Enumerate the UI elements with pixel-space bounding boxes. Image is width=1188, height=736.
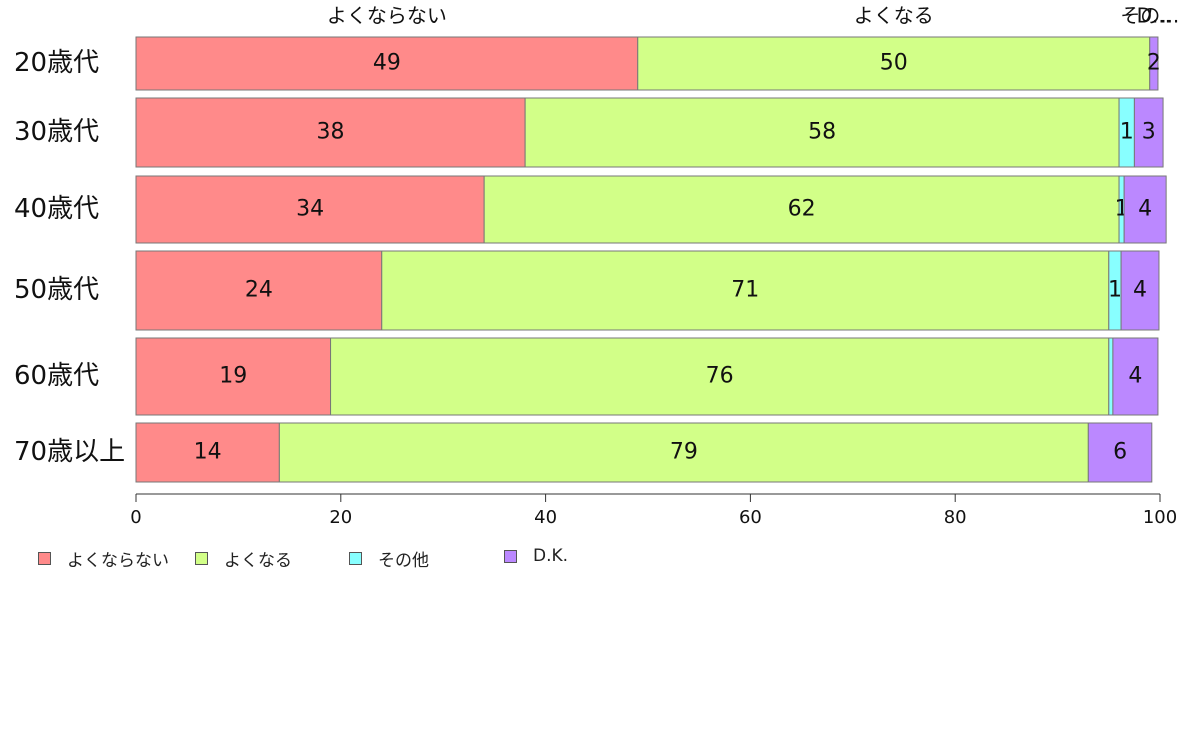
data-label-3-3: 4 bbox=[1133, 278, 1147, 303]
data-label-0-3: 2 bbox=[1147, 51, 1161, 76]
data-label-3-1: 71 bbox=[731, 278, 759, 303]
bar-segment-5-1 bbox=[278, 422, 1089, 483]
data-label-1-0: 38 bbox=[317, 120, 345, 145]
data-label-4-0: 19 bbox=[219, 364, 247, 389]
x-tick-label-4: 80 bbox=[944, 507, 967, 528]
category-label-5: 70歳以上 bbox=[14, 437, 125, 467]
legend-label-sonota: その他 bbox=[378, 551, 429, 571]
legend-item-yokunaranai: よくならない bbox=[38, 546, 169, 571]
category-label-3: 50歳代 bbox=[14, 275, 99, 305]
legend-label-dk: D.K. bbox=[533, 546, 569, 566]
legend-item-dk: D.K. bbox=[504, 546, 568, 566]
data-label-1-3: 3 bbox=[1142, 120, 1156, 145]
data-label-3-2: 1 bbox=[1108, 278, 1122, 303]
bar-segment-3-0 bbox=[135, 250, 383, 331]
bar-segment-0-3 bbox=[1149, 36, 1159, 91]
bar-segment-4-1 bbox=[330, 337, 1110, 416]
bar-segment-2-3 bbox=[1123, 175, 1167, 244]
bar-segment-5-3 bbox=[1087, 422, 1153, 483]
bar-segment-2-0 bbox=[135, 175, 485, 244]
bar-segment-4-2 bbox=[1108, 337, 1114, 416]
data-label-2-1: 62 bbox=[788, 197, 816, 222]
top-label-3: D... bbox=[1137, 4, 1171, 28]
x-tick-label-0: 0 bbox=[130, 507, 141, 528]
bar-segment-4-3 bbox=[1112, 337, 1159, 416]
data-label-0-0: 49 bbox=[373, 51, 401, 76]
x-tick-label-2: 40 bbox=[534, 507, 557, 528]
bar-segment-1-3 bbox=[1133, 97, 1164, 168]
legend-item-yokunaru: よくなる bbox=[195, 546, 292, 571]
data-label-2-0: 34 bbox=[296, 197, 324, 222]
data-label-1-2: 1 bbox=[1120, 120, 1134, 145]
bar-segment-0-1 bbox=[637, 36, 1151, 91]
legend-swatch-yokunaranai bbox=[38, 552, 51, 565]
top-label-1: よくなる bbox=[854, 4, 934, 28]
bar-segment-2-1 bbox=[483, 175, 1120, 244]
data-label-2-3: 4 bbox=[1138, 197, 1152, 222]
legend-label-yokunaranai: よくならない bbox=[67, 551, 169, 571]
category-label-4: 60歳代 bbox=[14, 361, 99, 391]
data-label-0-1: 50 bbox=[880, 51, 908, 76]
data-label-1-1: 58 bbox=[808, 120, 836, 145]
top-label-2: その... bbox=[1120, 4, 1179, 28]
legend-label-yokunaru: よくなる bbox=[224, 551, 292, 571]
bar-segment-0-0 bbox=[135, 36, 639, 91]
data-label-5-0: 14 bbox=[194, 440, 222, 465]
x-tick-label-1: 20 bbox=[329, 507, 352, 528]
bar-segment-3-3 bbox=[1120, 250, 1160, 331]
legend-item-sonota: その他 bbox=[349, 546, 429, 571]
x-tick-label-3: 60 bbox=[739, 507, 762, 528]
data-label-5-1: 79 bbox=[670, 440, 698, 465]
category-label-1: 30歳代 bbox=[14, 117, 99, 147]
legend-swatch-sonota bbox=[349, 552, 362, 565]
bar-segment-4-0 bbox=[135, 337, 332, 416]
category-label-2: 40歳代 bbox=[14, 194, 99, 224]
legend-swatch-dk bbox=[504, 549, 517, 563]
category-label-0: 20歳代 bbox=[14, 48, 99, 78]
x-tick-label-5: 100 bbox=[1143, 507, 1177, 528]
legend-swatch-yokunaru bbox=[195, 552, 208, 565]
data-label-4-1: 76 bbox=[706, 364, 734, 389]
top-label-0: よくならない bbox=[327, 4, 447, 28]
data-label-5-3: 6 bbox=[1113, 440, 1127, 465]
data-label-3-0: 24 bbox=[245, 278, 273, 303]
data-label-4-3: 4 bbox=[1128, 364, 1142, 389]
bar-segment-1-1 bbox=[524, 97, 1120, 168]
bar-segment-5-0 bbox=[135, 422, 280, 483]
